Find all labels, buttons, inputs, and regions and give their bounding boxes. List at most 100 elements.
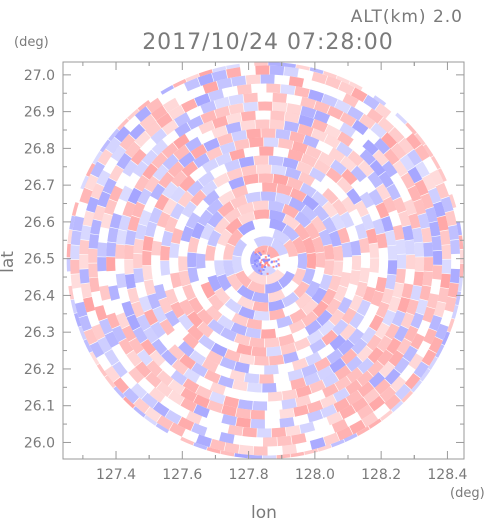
- echo-cell: [394, 357, 410, 374]
- echo-cell: [251, 346, 267, 357]
- echo-cell: [425, 207, 438, 223]
- echo-cell: [265, 280, 283, 294]
- echo-cell: [343, 433, 358, 443]
- echo-cell: [134, 131, 151, 148]
- echo-cell: [180, 397, 197, 413]
- echo-cell: [261, 128, 276, 138]
- echo-cell: [133, 397, 150, 414]
- echo-cell: [395, 268, 406, 284]
- echo-cell: [269, 65, 285, 76]
- echo-speckle: [273, 260, 276, 263]
- echo-cell: [282, 62, 296, 68]
- echo-cell: [299, 182, 317, 198]
- echo-cell: [323, 71, 337, 79]
- echo-cell: [137, 188, 152, 205]
- echo-cell: [252, 301, 269, 312]
- echo-cell: [296, 161, 313, 175]
- echo-cell: [359, 149, 376, 166]
- echo-cell: [83, 296, 96, 313]
- echo-cell: [252, 401, 268, 411]
- echo-speckle: [262, 268, 265, 271]
- x-tick-label: 127.6: [162, 467, 202, 483]
- echo-speckle: [261, 266, 264, 268]
- echo-cell: [144, 415, 158, 426]
- echo-cell: [232, 255, 244, 274]
- echo-cell: [117, 118, 130, 131]
- echo-cell: [363, 94, 380, 110]
- echo-cell: [255, 119, 270, 129]
- echo-cell: [232, 239, 247, 257]
- echo-cell: [356, 426, 370, 436]
- echo-cell: [201, 158, 219, 174]
- echo-cell: [375, 183, 391, 201]
- echo-cell: [405, 133, 422, 150]
- x-tick-label: 128.2: [361, 467, 401, 483]
- echo-cell: [96, 363, 108, 377]
- echo-cell: [259, 374, 274, 384]
- x-tick-label: 127.4: [96, 467, 136, 483]
- echo-cell: [280, 342, 297, 355]
- echo-cell: [203, 189, 220, 206]
- echo-cell: [234, 333, 251, 346]
- echo-cell: [407, 149, 423, 166]
- echo-cell: [431, 235, 442, 251]
- echo-cell: [92, 151, 103, 165]
- echo-cell: [118, 215, 131, 231]
- echo-cell: [160, 260, 171, 276]
- y-tick-label: 26.0: [24, 435, 55, 451]
- echo-speckle: [254, 251, 257, 254]
- echo-cell: [388, 350, 404, 367]
- echo-cell: [281, 398, 297, 410]
- echo-cell: [421, 349, 437, 366]
- echo-cell: [328, 275, 342, 292]
- echo-cell: [340, 211, 355, 229]
- echo-cell: [417, 213, 430, 229]
- echo-cell: [170, 203, 185, 220]
- echo-cell: [195, 434, 212, 448]
- y-tick-group: 26.0 26.1 26.2 26.3 26.4 26.5 26.6 26.7 26.8 26.9…: [24, 68, 464, 451]
- echo-cell: [338, 81, 355, 96]
- echo-cell: [413, 361, 429, 378]
- echo-cell: [271, 238, 288, 256]
- echo-cell: [219, 356, 236, 370]
- echo-cell: [337, 131, 354, 147]
- echo-cell: [377, 117, 395, 134]
- echo-cell: [180, 436, 195, 446]
- echo-cell: [367, 360, 384, 377]
- echo-cell: [372, 218, 385, 235]
- echo-cell: [271, 427, 287, 438]
- echo-cell: [342, 93, 359, 108]
- echo-cell: [198, 334, 215, 351]
- echo-cell: [170, 228, 184, 244]
- echo-cell: [88, 263, 98, 278]
- echo-cell: [270, 110, 285, 121]
- echo-cell: [322, 383, 339, 398]
- echo-cell: [435, 182, 450, 199]
- echo-cell: [96, 169, 111, 187]
- echo-cell: [194, 93, 211, 107]
- echo-cell: [276, 453, 291, 459]
- echo-cell: [154, 194, 170, 211]
- echo-cell: [395, 112, 408, 125]
- echo-cell: [304, 222, 320, 240]
- echo-cell: [291, 433, 307, 445]
- echo-cell: [276, 315, 293, 329]
- echo-cell: [236, 84, 252, 95]
- echo-cell: [356, 299, 371, 317]
- y-tick-label: 26.5: [24, 252, 55, 268]
- echo-cell: [183, 368, 201, 384]
- echo-cell: [249, 337, 265, 348]
- echo-cell: [400, 172, 416, 189]
- echo-cell: [262, 455, 277, 459]
- echo-speckle: [258, 252, 261, 255]
- echo-cell: [97, 336, 112, 354]
- echo-cell: [358, 160, 375, 177]
- echo-cell: [195, 385, 213, 400]
- echo-cell: [180, 387, 198, 403]
- echo-cell: [89, 277, 100, 293]
- echo-cell: [191, 222, 205, 240]
- echo-cell: [104, 349, 120, 366]
- echo-cell: [208, 88, 224, 102]
- echo-cell: [268, 62, 282, 67]
- echo-cell: [370, 122, 387, 139]
